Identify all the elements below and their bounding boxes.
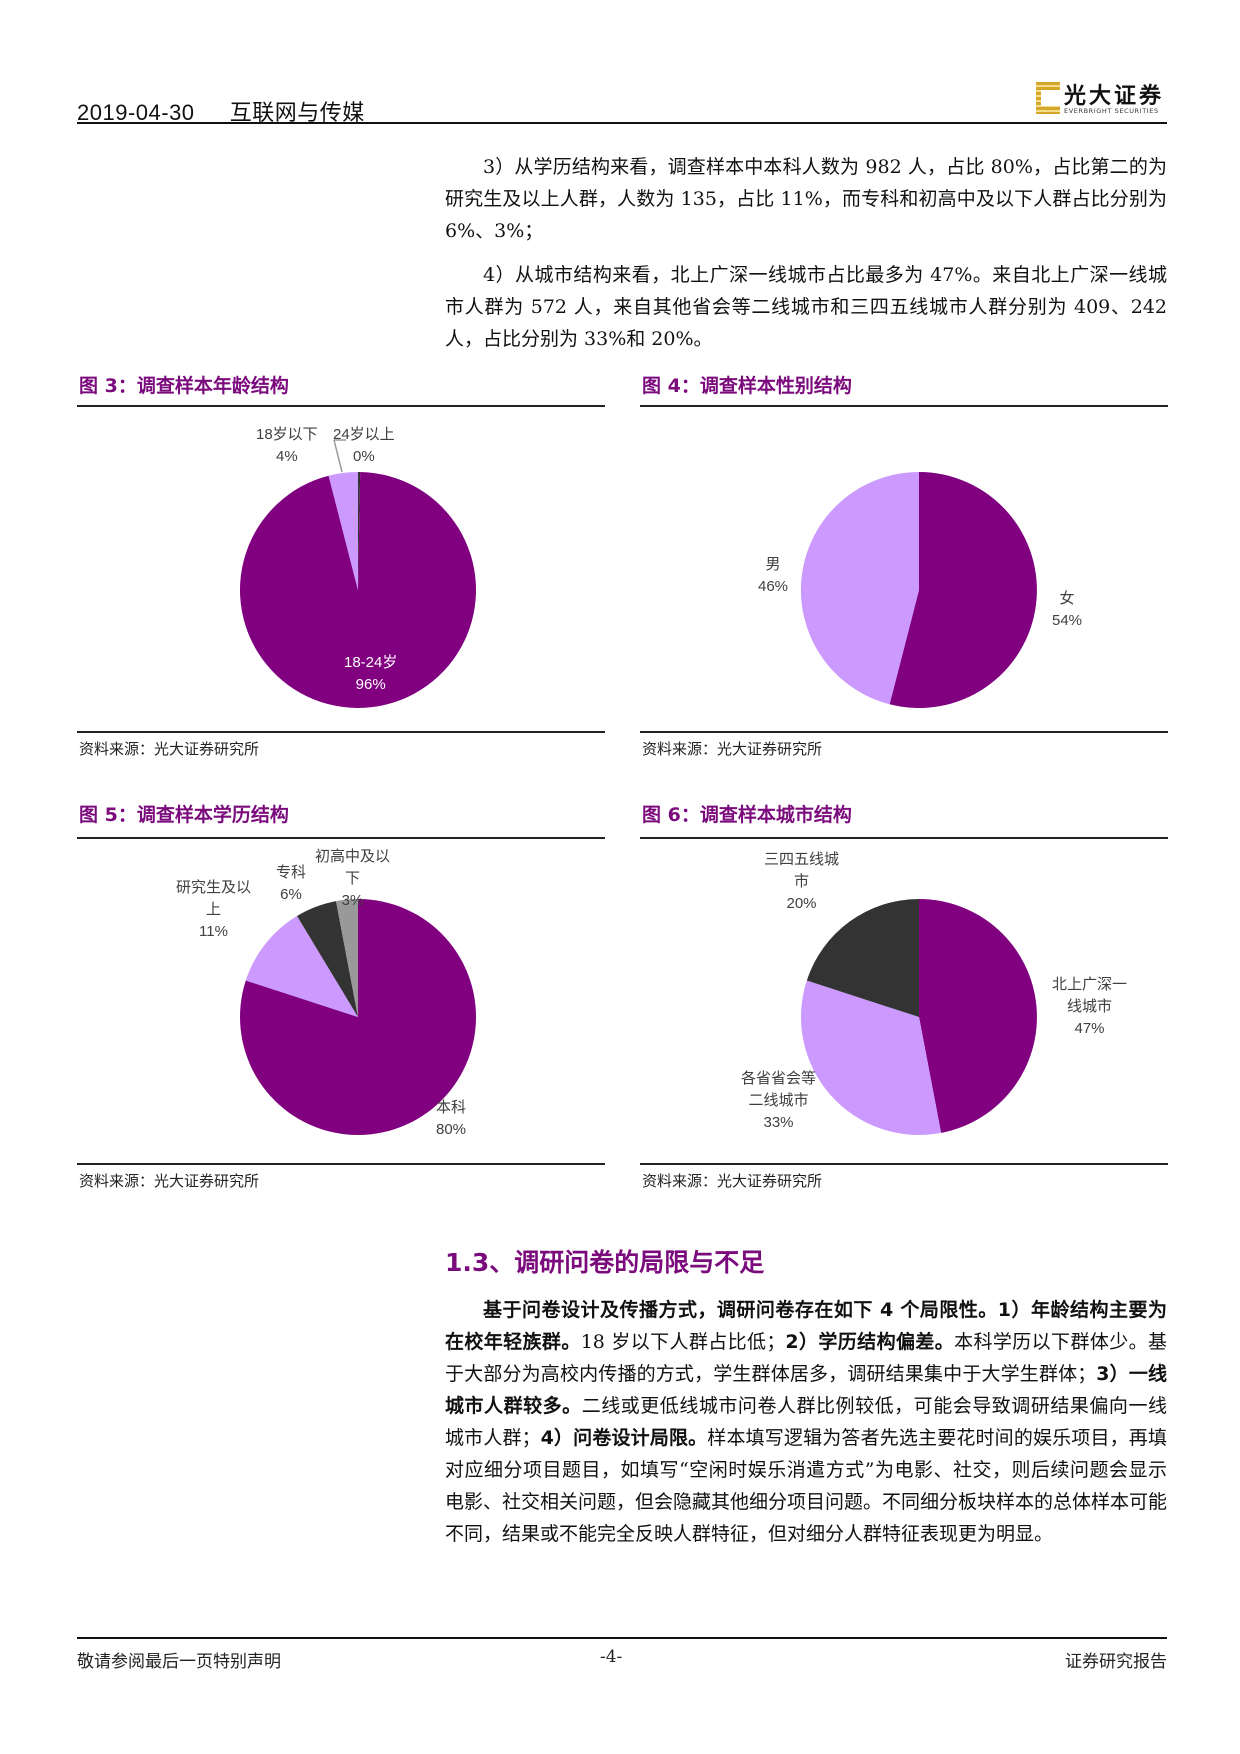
fig6-label-tier345: 三四五线城市 20% xyxy=(764,851,840,912)
fig5-label-college: 专科 6% xyxy=(276,864,307,903)
fig5-label-graduate: 研究生及以上 11% xyxy=(176,879,252,940)
fig3-top-rule xyxy=(77,405,605,407)
paragraph-city: 4）从城市结构来看，北上广深一线城市占比最多为 47%。来自北上广深一线城市人群… xyxy=(445,264,1167,350)
fig3-slice-over24 xyxy=(358,471,361,590)
fig6-slice-tier2 xyxy=(801,980,942,1135)
fig3-slice-18to24 xyxy=(239,472,476,708)
fig5-title: 图 5：调查样本学历结构 xyxy=(79,804,289,826)
fig5-slice-highschool xyxy=(336,899,358,1017)
fig4-bottom-rule xyxy=(640,731,1168,733)
fig3-source: 资料来源：光大证券研究所 xyxy=(79,740,260,758)
fig4-pie xyxy=(800,471,1037,708)
fig6-source: 资料来源：光大证券研究所 xyxy=(642,1172,823,1190)
report-header: 2019-04-30 互联网与传媒 xyxy=(77,95,365,127)
fig5-bottom-rule xyxy=(77,1163,605,1165)
fig6-slice-tier345 xyxy=(806,899,919,1017)
footer-disclaimer: 敬请参阅最后一页特别声明 xyxy=(77,1652,281,1672)
fig3-title: 图 3：调查样本年龄结构 xyxy=(79,375,289,397)
fig6-top-rule xyxy=(640,837,1168,839)
fig5-slice-bachelor xyxy=(240,898,477,1136)
fig5-label-bachelor: 本科 80% xyxy=(436,1099,467,1138)
footer-report-type: 证券研究报告 xyxy=(1065,1652,1167,1672)
fig3-label-18to24: 18-24岁 96% xyxy=(344,654,398,693)
fig4-top-rule xyxy=(640,405,1168,407)
fig3-pie xyxy=(239,439,476,708)
logo-chinese-name: 光大证券 xyxy=(1064,83,1165,109)
fig5-source: 资料来源：光大证券研究所 xyxy=(79,1172,260,1190)
fig4-label-male: 男 46% xyxy=(758,556,789,595)
report-date: 2019-04-30 xyxy=(77,100,195,125)
limitations-paragraph: 基于问卷设计及传播方式，调研问卷存在如下 4 个局限性。1）年龄结构主要为在校年… xyxy=(445,1299,1168,1545)
fig5-top-rule xyxy=(77,837,605,839)
fig3-label-under18: 18岁以下 4% xyxy=(256,426,318,465)
fig6-pie xyxy=(801,899,1037,1135)
fig3-label-over24: 24岁以上 0% xyxy=(333,426,395,465)
header-divider xyxy=(77,122,1167,124)
fig4-slice-male xyxy=(800,471,919,705)
fig6-label-tier2: 各省省会等 二线城市 33% xyxy=(741,1070,817,1131)
fig5-pie xyxy=(240,898,477,1136)
fig3-bottom-rule xyxy=(77,731,605,733)
fig5-slice-college xyxy=(297,901,358,1017)
company-logo: 光大证券 EVERBRIGHT SECURITIES xyxy=(1036,78,1168,118)
page-number: -4- xyxy=(600,1647,623,1667)
fig5-slice-graduate xyxy=(245,916,358,1017)
paragraph-education: 3）从学历结构来看，调查样本中本科人数为 982 人，占比 80%，占比第二的为… xyxy=(445,156,1167,242)
section-body: 基于问卷设计及传播方式，调研问卷存在如下 4 个局限性。1）年龄结构主要为在校年… xyxy=(445,1294,1167,1550)
fig6-title: 图 6：调查样本城市结构 xyxy=(642,804,852,826)
logo-english-name: EVERBRIGHT SECURITIES xyxy=(1064,107,1159,115)
fig4-source: 资料来源：光大证券研究所 xyxy=(642,740,823,758)
section-heading: 1.3、调研问卷的局限与不足 xyxy=(445,1248,765,1277)
logo-e-icon xyxy=(1036,82,1060,114)
fig5-label-highschool: 初高中及以下 3% xyxy=(315,848,391,909)
fig4-slice-female xyxy=(889,472,1037,708)
footer-divider xyxy=(77,1637,1167,1639)
intro-text: 3）从学历结构来看，调查样本中本科人数为 982 人，占比 80%，占比第二的为… xyxy=(445,151,1167,367)
fig3-slice-under18 xyxy=(328,471,358,590)
fig6-slice-tier1 xyxy=(919,899,1037,1133)
fig6-bottom-rule xyxy=(640,1163,1168,1165)
fig4-title: 图 4：调查样本性别结构 xyxy=(642,375,852,397)
fig4-label-female: 女 54% xyxy=(1052,590,1083,629)
fig6-label-tier1: 北上广深一 线城市 47% xyxy=(1052,976,1128,1037)
report-category: 互联网与传媒 xyxy=(229,101,365,126)
